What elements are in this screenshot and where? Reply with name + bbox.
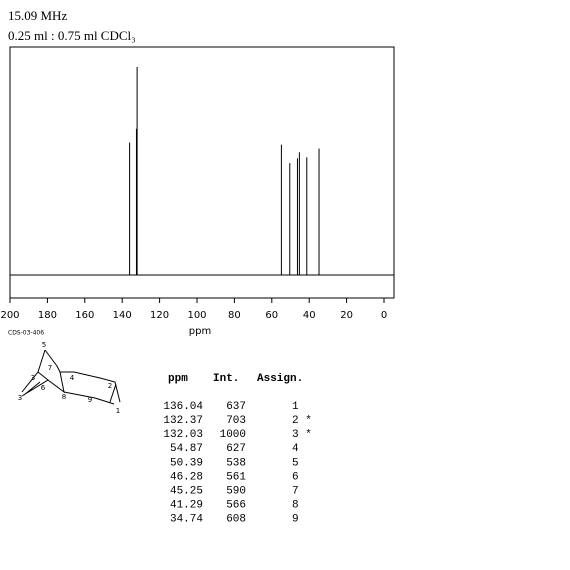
x-tick-label: 160: [75, 310, 94, 321]
x-tick-label: 80: [228, 310, 241, 321]
table-cell: 1000: [220, 429, 246, 441]
table-cell: 703: [226, 415, 246, 427]
table-cell: 637: [226, 401, 246, 413]
atom-label: 4: [70, 374, 75, 382]
table-cell: 608: [226, 514, 246, 526]
structure-code: CDS-03-406: [8, 330, 44, 337]
x-tick-label: 40: [303, 310, 316, 321]
header-line: 0.25 ml : 0.75 ml CDCl₃: [8, 28, 136, 43]
table-header: Assign.: [257, 373, 303, 385]
table-cell: 566: [226, 500, 246, 512]
table-header: ppm: [168, 373, 188, 385]
header-line: 15.09 MHz: [8, 8, 67, 23]
table-cell: 8: [292, 500, 299, 512]
plot-frame: [9, 46, 395, 299]
atom-label: 1: [116, 407, 120, 415]
table-cell: 6: [292, 471, 299, 483]
atom-label: 7: [48, 364, 52, 372]
table-cell: 7: [292, 486, 299, 498]
table-cell: 132.37: [163, 415, 203, 427]
table-cell: 9: [292, 514, 299, 526]
table-cell: 4: [292, 443, 299, 455]
table-cell: 3 *: [292, 429, 312, 441]
atom-label: 9: [88, 396, 92, 404]
table-cell: 132.03: [163, 429, 203, 441]
table-cell: 1: [292, 401, 299, 413]
x-tick-label: 120: [150, 310, 169, 321]
x-tick-label: 60: [265, 310, 278, 321]
x-tick-label: 200: [0, 310, 19, 321]
table-cell: 538: [226, 457, 246, 469]
x-tick-label: 100: [187, 310, 206, 321]
x-tick-label: 0: [381, 310, 387, 321]
x-tick-label: 140: [113, 310, 132, 321]
table-cell: 561: [226, 471, 246, 483]
table-cell: 50.39: [170, 457, 203, 469]
atom-label: 2: [108, 382, 112, 390]
table-cell: 627: [226, 443, 246, 455]
atom-label: 5: [42, 341, 46, 349]
atom-label: 3: [18, 394, 22, 402]
table-cell: 54.87: [170, 443, 203, 455]
x-tick-label: 180: [38, 310, 57, 321]
table-cell: 5: [292, 457, 299, 469]
atom-label: 6: [41, 384, 46, 392]
table-cell: 34.74: [170, 514, 203, 526]
table-header: Int.: [213, 373, 239, 385]
table-cell: 46.28: [170, 471, 203, 483]
atom-label: 3: [31, 374, 35, 382]
molecule: [21, 349, 121, 405]
table-cell: 590: [226, 486, 246, 498]
table-cell: 45.25: [170, 486, 203, 498]
atom-label: 8: [62, 393, 66, 401]
table-cell: 136.04: [163, 401, 203, 413]
table-cell: 41.29: [170, 500, 203, 512]
table-cell: 2 *: [292, 415, 312, 427]
x-tick-label: 20: [340, 310, 353, 321]
x-axis-label: ppm: [189, 326, 211, 337]
